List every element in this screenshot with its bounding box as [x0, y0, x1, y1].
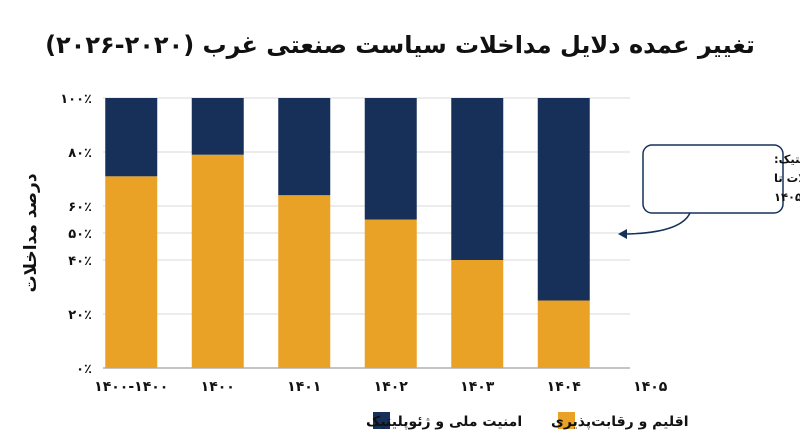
annotation-callout: امنیت ملی و ژئوپلیتیک: ۵۰٪ از مداخلات تا… [618, 144, 800, 239]
y-tick-label: ۲۰٪ [68, 308, 92, 323]
callout-box [642, 144, 784, 214]
x-tick-label: ۱۴۰۱ [287, 379, 321, 395]
y-tick-label: ۸۰٪ [68, 146, 92, 161]
y-axis-label: درصد مداخلات [21, 173, 41, 292]
legend-swatch-security [373, 412, 390, 429]
y-tick-label: ۱۰۰٪ [60, 92, 92, 107]
callout-line: امنیت ملی و ژئوپلیتیک: [774, 152, 800, 167]
callout-line: ۵۰٪ از مداخلات تا [774, 171, 800, 185]
callout-arrow-line [619, 212, 691, 235]
legend-label-security: امنیت ملی و ژئوپلیتیک [366, 414, 522, 430]
bar-climate-competitiveness [278, 195, 331, 368]
callout-arrow-head [618, 229, 627, 239]
x-tick-label: ۱۴۰۰-۱۴۰۰ [94, 379, 168, 395]
bar-national-security [451, 98, 504, 260]
bar-climate-competitiveness [451, 260, 504, 368]
bar-climate-competitiveness [364, 219, 417, 368]
bar-national-security [537, 98, 590, 301]
callout-line: سال‌های ۱۴۰۴-۱۴۰۵ [774, 190, 800, 204]
y-tick-label: ۶۰٪ [68, 200, 92, 215]
bar-national-security [191, 98, 244, 155]
bar-national-security [364, 98, 417, 220]
bar-climate-competitiveness [105, 176, 158, 368]
x-tick-label: ۱۴۰۲ [374, 379, 409, 395]
bars-layer [105, 98, 590, 368]
bar-climate-competitiveness [191, 154, 244, 368]
x-axis-ticks: ۱۴۰۰-۱۴۰۰ ۱۴۰۰ ۱۴۰۱ ۱۴۰۲ ۱۴۰۳ ۱۴۰۴ ۱۴۰۵ [94, 379, 668, 395]
y-tick-label: ۰٪ [76, 362, 92, 377]
y-tick-label: ۴۰٪ [68, 254, 92, 269]
y-axis-ticks: ۰٪ ۲۰٪ ۴۰٪ ۵۰٪ ۶۰٪ ۸۰٪ ۱۰۰٪ [60, 92, 92, 377]
bar-climate-competitiveness [537, 300, 590, 368]
legend-label-climate: اقلیم و رقابت‌پذیری [551, 414, 689, 430]
legend: امنیت ملی و ژئوپلیتیک اقلیم و رقابت‌پذیر… [366, 412, 689, 430]
y-tick-label: ۵۰٪ [68, 227, 92, 242]
x-tick-label: ۱۴۰۵ [633, 379, 668, 395]
bar-national-security [278, 98, 331, 196]
chart-title: تغییر عمده دلایل مداخلات سیاست صنعتی غرب… [45, 31, 755, 59]
legend-swatch-climate [558, 412, 575, 429]
x-tick-label: ۱۴۰۳ [460, 379, 495, 395]
bar-national-security [105, 98, 158, 177]
x-tick-label: ۱۴۰۰ [201, 379, 235, 395]
x-tick-label: ۱۴۰۴ [547, 379, 582, 395]
